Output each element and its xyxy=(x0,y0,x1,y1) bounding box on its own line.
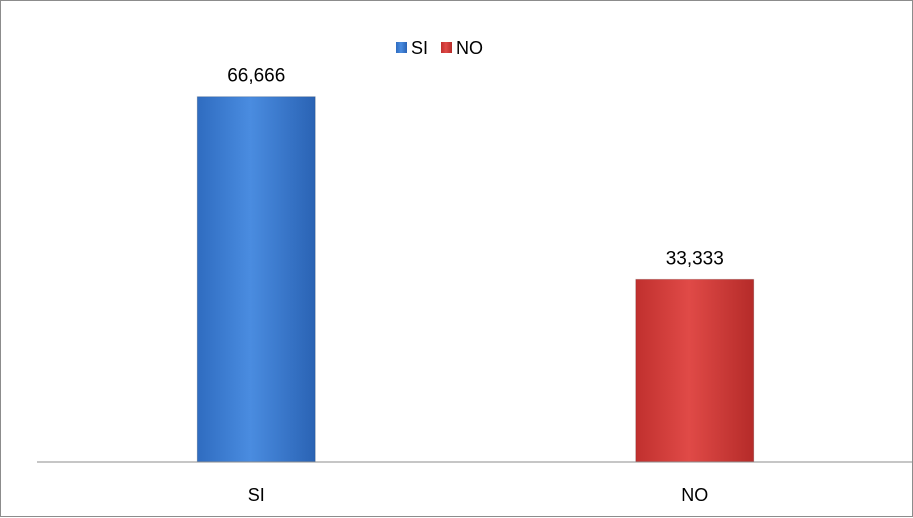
legend-swatch-no xyxy=(441,42,452,53)
data-label-si: 66,666 xyxy=(227,66,285,87)
category-labels: SI NO xyxy=(248,485,709,505)
bars xyxy=(196,96,755,463)
category-label-si: SI xyxy=(248,485,265,505)
data-labels: 66,666 33,333 xyxy=(227,66,724,270)
data-label-no: 33,333 xyxy=(666,248,724,269)
category-label-no: NO xyxy=(681,485,708,505)
legend-swatch-si xyxy=(396,42,407,53)
legend-label-no: NO xyxy=(456,38,483,58)
legend: SI NO xyxy=(396,38,483,58)
bar-si xyxy=(196,96,316,463)
legend-label-si: SI xyxy=(411,38,428,58)
bar-no xyxy=(635,278,755,463)
